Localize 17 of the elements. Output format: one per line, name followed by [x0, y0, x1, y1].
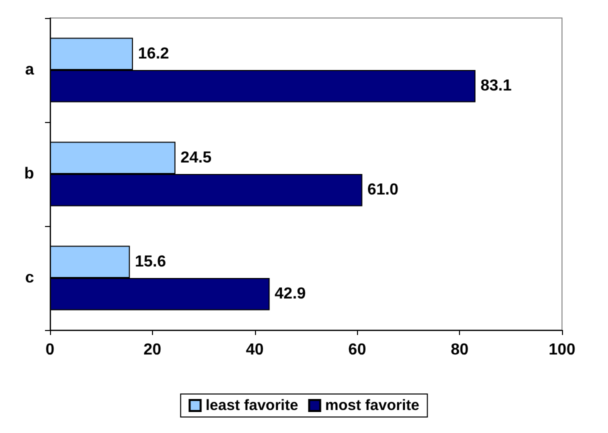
x-tick-label: 100 — [548, 342, 576, 358]
y-tick-label: c — [25, 270, 34, 286]
data-label: 83.1 — [480, 78, 512, 95]
data-label: 15.6 — [134, 253, 166, 270]
x-tick-label: 40 — [246, 342, 264, 358]
data-label: 61.0 — [367, 182, 399, 199]
x-tick-label: 80 — [450, 342, 469, 358]
x-tick-label: 0 — [46, 342, 55, 358]
legend-label: most favorite — [325, 397, 420, 414]
y-tick-label: b — [24, 166, 34, 182]
x-tick-label: 20 — [144, 342, 162, 358]
y-tick-label: a — [25, 62, 34, 78]
legend-label: least favorite — [206, 397, 298, 414]
data-label: 16.2 — [138, 45, 170, 62]
x-tick-label: 60 — [348, 342, 366, 358]
data-label: 42.9 — [274, 286, 306, 303]
data-label: 24.5 — [180, 149, 212, 166]
